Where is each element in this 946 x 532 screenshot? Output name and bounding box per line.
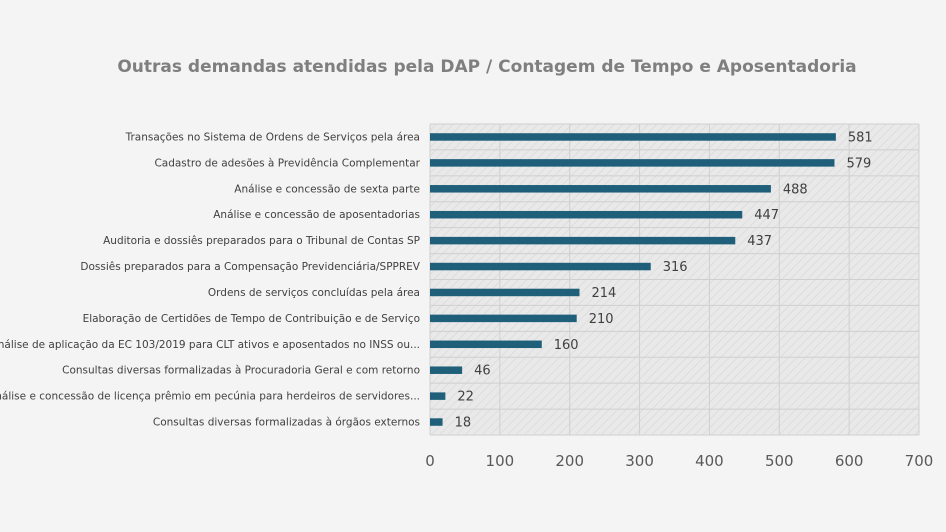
- bar: [430, 340, 542, 349]
- data-label: 579: [846, 156, 871, 171]
- bar: [430, 210, 743, 219]
- bar: [430, 366, 463, 374]
- x-tick-label: 200: [555, 452, 584, 470]
- category-label: Ordens de serviços concluídas pela área: [208, 287, 420, 299]
- x-tick-label: 600: [835, 452, 864, 470]
- bar: [430, 262, 651, 271]
- x-tick-label: 500: [765, 452, 794, 470]
- category-label: Dossiês preparados para a Compensação Pr…: [80, 261, 420, 273]
- data-label: 18: [455, 416, 472, 431]
- category-label: Auditoria e dossiês preparados para o Tr…: [103, 235, 420, 247]
- bar: [430, 133, 836, 141]
- bar: [430, 159, 835, 167]
- data-label: 581: [848, 130, 873, 145]
- bar: [430, 418, 443, 426]
- bar: [430, 288, 580, 297]
- x-tick-label: 700: [905, 452, 934, 470]
- data-label: 160: [554, 338, 579, 353]
- category-label: Consultas diversas formalizadas à órgãos…: [153, 417, 420, 429]
- data-label: 46: [474, 364, 491, 379]
- data-label: 437: [747, 234, 772, 249]
- category-label: Análise e concessão de licença prêmio em…: [0, 391, 420, 403]
- chart-title: Outras demandas atendidas pela DAP / Con…: [117, 57, 856, 77]
- x-tick-label: 0: [425, 452, 435, 470]
- category-label: Cadastro de adesões à Previdência Comple…: [154, 157, 420, 169]
- bar: [430, 314, 577, 323]
- data-label: 447: [754, 208, 779, 223]
- category-label: Análise de aplicação da EC 103/2019 para…: [0, 339, 420, 351]
- data-label: 22: [457, 390, 474, 405]
- x-tick-label: 400: [695, 452, 724, 470]
- data-label: 316: [663, 260, 688, 275]
- bar: [430, 392, 446, 400]
- bar: [430, 236, 736, 245]
- category-label: Análise e concessão de sexta parte: [234, 183, 420, 195]
- category-label: Consultas diversas formalizadas à Procur…: [62, 365, 420, 377]
- category-label: Transações no Sistema de Ordens de Servi…: [125, 131, 420, 143]
- data-label: 214: [591, 286, 616, 301]
- bar: [430, 185, 771, 193]
- data-label: 488: [783, 182, 808, 197]
- x-tick-label: 300: [625, 452, 654, 470]
- category-label: Elaboração de Certidões de Tempo de Cont…: [83, 313, 420, 325]
- category-label: Análise e concessão de aposentadorias: [213, 209, 420, 221]
- data-label: 210: [589, 312, 614, 327]
- x-tick-label: 100: [486, 452, 515, 470]
